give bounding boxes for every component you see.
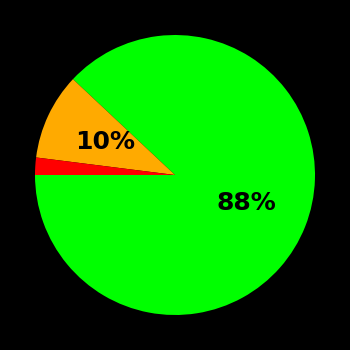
Wedge shape [35, 35, 315, 315]
Text: 88%: 88% [217, 191, 276, 215]
Wedge shape [36, 79, 175, 175]
Wedge shape [35, 158, 175, 175]
Text: 10%: 10% [75, 130, 135, 154]
